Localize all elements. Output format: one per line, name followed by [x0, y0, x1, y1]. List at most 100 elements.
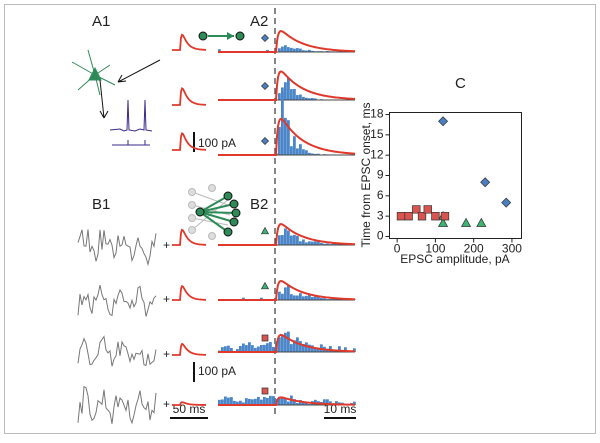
plus-sign: + [163, 238, 170, 252]
histogram-bar [296, 337, 299, 352]
histogram-bar [227, 345, 230, 352]
histogram-bar [254, 398, 257, 405]
histogram-bar [311, 153, 314, 155]
histogram-bar [305, 342, 308, 352]
fit-curve [218, 333, 356, 353]
histogram-bar [272, 346, 275, 352]
panel-label: C [455, 75, 466, 92]
epsc-trace [172, 284, 207, 301]
row-symbol [261, 82, 269, 90]
histogram-bar [290, 344, 293, 352]
histogram-bar [326, 243, 329, 245]
histogram-bar [278, 337, 281, 352]
neuron-illustration [71, 49, 116, 96]
histogram-bar [290, 294, 293, 300]
histogram-bar [218, 399, 221, 405]
histogram-bar [344, 347, 347, 352]
histogram-bar [320, 298, 323, 300]
histogram-bar [296, 403, 299, 405]
histogram-bar [284, 228, 287, 245]
histogram-bar [302, 96, 305, 100]
histogram-bar [221, 347, 224, 352]
scale-label: 10 ms [324, 402, 357, 416]
histogram-bar [284, 82, 287, 100]
scale-label: 100 pA [198, 364, 236, 378]
histogram-bar [332, 298, 335, 300]
histogram-bar [302, 296, 305, 300]
y-tick-label: 3 [377, 208, 384, 222]
histogram-bar [239, 345, 242, 352]
data-point [431, 211, 440, 221]
histogram-bar [308, 403, 311, 405]
histogram-bar [281, 335, 284, 352]
histogram-bar [251, 345, 254, 352]
epsc-trace [172, 228, 207, 246]
arrow [99, 79, 109, 119]
data-point [396, 211, 406, 221]
histogram-bar [317, 296, 320, 300]
panel-label: A1 [92, 13, 110, 30]
histogram-bar [266, 49, 269, 52]
histogram-bar [260, 344, 263, 352]
histogram-bar [278, 126, 281, 155]
histogram-bar [302, 239, 305, 245]
fit-curve [218, 279, 356, 301]
histogram-bar [221, 399, 224, 405]
histogram-bar [218, 49, 221, 52]
histogram-bar [296, 235, 299, 245]
histogram-bar [290, 89, 293, 100]
histogram-bar [317, 347, 320, 352]
histogram-bar [233, 400, 236, 405]
histogram-bar [308, 49, 311, 52]
histogram-bar [284, 397, 287, 405]
histogram-bar [287, 285, 290, 300]
histogram-bar [260, 297, 263, 300]
histogram-bar [299, 48, 302, 52]
histogram-bar [311, 345, 314, 352]
scale-label: 100 pA [198, 136, 236, 150]
data-point [501, 197, 512, 208]
data-point [437, 217, 449, 227]
histogram-bar [281, 91, 284, 155]
histogram-bar [263, 344, 266, 352]
fit-curve [218, 30, 356, 53]
data-point [438, 116, 449, 127]
histogram-bar [248, 342, 251, 352]
histogram-bar [308, 152, 311, 155]
y-tick-label: 9 [377, 168, 384, 182]
histogram-bar [314, 153, 317, 155]
histogram-bar [353, 348, 356, 352]
histogram-bar [314, 98, 317, 100]
histogram-bar [323, 399, 326, 405]
histogram-bar [227, 397, 230, 405]
histogram-bar [287, 331, 290, 352]
histogram-bar [302, 343, 305, 352]
x-tick-label: 300 [502, 242, 522, 256]
histogram-bar [305, 242, 308, 245]
histogram-bar [305, 150, 308, 155]
histogram-bar [224, 346, 227, 352]
histogram-bar [302, 50, 305, 52]
epsc-trace [172, 342, 207, 356]
histogram-bar [320, 242, 323, 245]
histogram-bar [230, 347, 233, 352]
histogram-bar [311, 296, 314, 300]
histogram-bar [296, 48, 299, 52]
histogram-bar [239, 400, 242, 405]
histogram-bar [266, 397, 269, 405]
histogram-bar [305, 50, 308, 52]
histogram-bar [299, 241, 302, 245]
row-symbol [260, 226, 270, 235]
histogram-bar [302, 149, 305, 155]
data-point [460, 217, 472, 227]
histogram-bar [299, 144, 302, 155]
histogram-bar [236, 401, 239, 405]
histogram-bar [296, 295, 299, 300]
y-tick-label: 0 [377, 229, 384, 243]
histogram-bar [278, 48, 281, 52]
histogram-bar [281, 397, 284, 405]
fit-curve [218, 223, 356, 246]
data-point [404, 211, 413, 221]
fit-curve [218, 70, 356, 101]
